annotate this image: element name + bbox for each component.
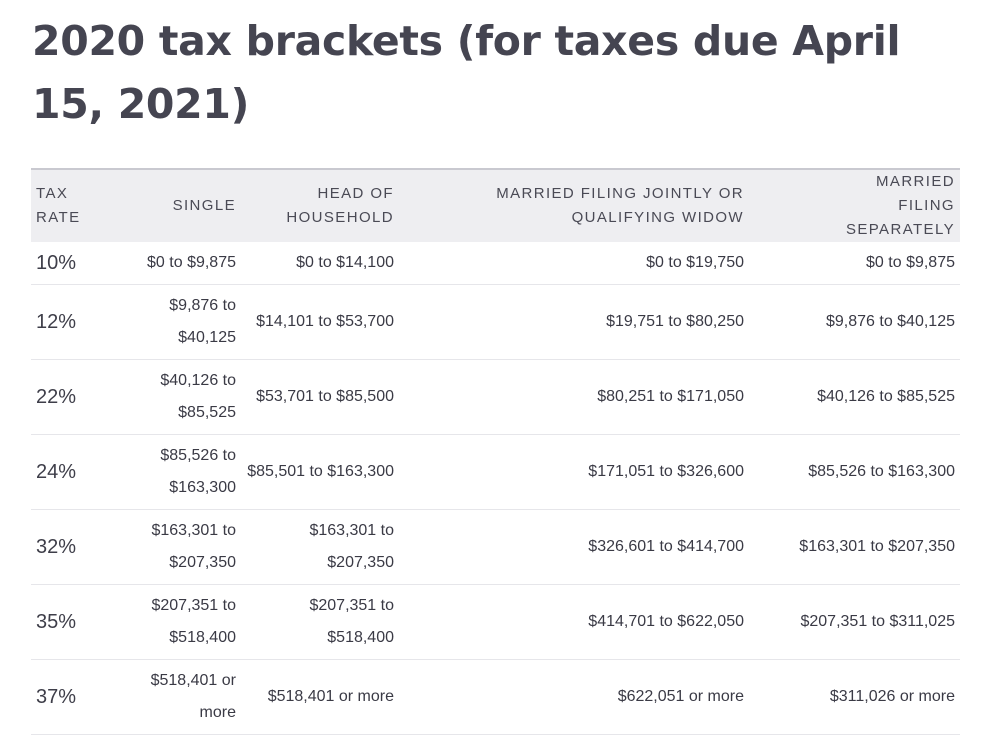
married-jointly-cell: $326,601 to $414,700 [399,509,749,585]
single-cell: $85,526 to $163,300 [101,434,241,510]
tax-rate-cell: 24% [31,434,101,510]
head-of-household-cell: $163,301 to $207,350 [241,509,399,585]
tax-rate-cell: 12% [31,284,101,360]
married-jointly-cell: $19,751 to $80,250 [399,284,749,360]
head-of-household-cell: $207,351 to $518,400 [241,584,399,660]
single-cell: $163,301 to $207,350 [101,509,241,585]
header-married-jointly: MARRIED FILING JOINTLY OR QUALIFYING WID… [496,185,744,226]
married-separately-cell: $207,351 to $311,025 [749,584,960,660]
head-of-household-cell: $14,101 to $53,700 [241,284,399,360]
head-of-household-cell: $53,701 to $85,500 [241,359,399,435]
table-row: 32% $163,301 to $207,350 $163,301 to $20… [31,509,960,585]
married-jointly-cell: $171,051 to $326,600 [399,434,749,510]
table-row: 10% $0 to $9,875 $0 to $14,100 $0 to $19… [31,242,960,285]
married-separately-cell: $40,126 to $85,525 [749,359,960,435]
tax-brackets-table: TAX RATE SINGLE HEAD OF HOUSEHOLD MARRIE… [31,168,960,735]
married-separately-cell: $0 to $9,875 [749,242,960,285]
married-jointly-cell: $622,051 or more [399,659,749,735]
table-row: 35% $207,351 to $518,400 $207,351 to $51… [31,584,960,660]
tax-rate-cell: 10% [31,242,101,285]
table-header-row: TAX RATE SINGLE HEAD OF HOUSEHOLD MARRIE… [31,169,960,242]
married-separately-cell: $9,876 to $40,125 [749,284,960,360]
head-of-household-cell: $85,501 to $163,300 [241,434,399,510]
page-title: 2020 tax brackets (for taxes due April 1… [32,17,901,128]
header-married-separately: MARRIED FILING SEPARATELY [845,173,955,238]
tax-rate-cell: 37% [31,659,101,735]
married-jointly-cell: $414,701 to $622,050 [399,584,749,660]
header-single: SINGLE [172,197,236,214]
tax-rate-cell: 22% [31,359,101,435]
married-separately-cell: $85,526 to $163,300 [749,434,960,510]
tax-rate-cell: 32% [31,509,101,585]
table-row: 24% $85,526 to $163,300 $85,501 to $163,… [31,434,960,510]
head-of-household-cell: $0 to $14,100 [241,242,399,285]
table-row: 12% $9,876 to $40,125 $14,101 to $53,700… [31,284,960,360]
header-tax-rate: TAX RATE [36,185,81,226]
married-jointly-cell: $80,251 to $171,050 [399,359,749,435]
single-cell: $518,401 or more [101,659,241,735]
head-of-household-cell: $518,401 or more [241,659,399,735]
married-separately-cell: $311,026 or more [749,659,960,735]
tax-rate-cell: 35% [31,584,101,660]
married-jointly-cell: $0 to $19,750 [399,242,749,285]
single-cell: $207,351 to $518,400 [101,584,241,660]
table-row: 37% $518,401 or more $518,401 or more $6… [31,659,960,735]
header-head-of-household: HEAD OF HOUSEHOLD [286,185,394,226]
single-cell: $40,126 to $85,525 [101,359,241,435]
single-cell: $9,876 to $40,125 [101,284,241,360]
table-row: 22% $40,126 to $85,525 $53,701 to $85,50… [31,359,960,435]
married-separately-cell: $163,301 to $207,350 [749,509,960,585]
single-cell: $0 to $9,875 [101,242,241,285]
